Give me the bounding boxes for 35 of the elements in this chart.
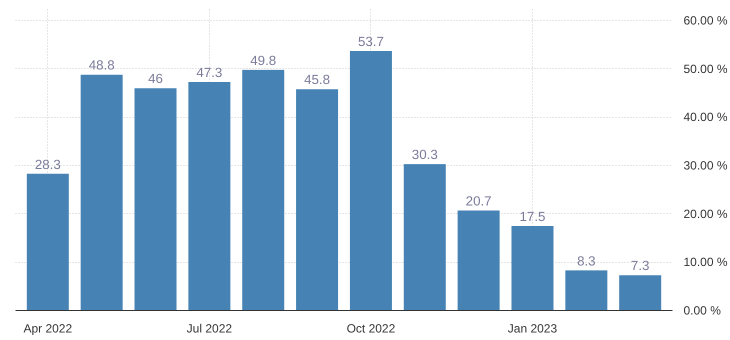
- x-tick-label: Oct 2022: [346, 322, 396, 336]
- bar: [26, 174, 69, 310]
- bar: [350, 51, 392, 310]
- bar: [242, 70, 284, 310]
- data-label: 8.3: [577, 253, 596, 268]
- x-tick-label: Jul 2022: [186, 322, 232, 336]
- y-tick-label: 0.00 %: [684, 304, 722, 318]
- bar: [188, 82, 230, 310]
- data-label: 46: [148, 71, 163, 86]
- y-tick-label: 40.00 %: [684, 110, 728, 124]
- data-label: 47.3: [196, 64, 222, 80]
- data-label: 17.5: [520, 208, 546, 224]
- data-label: 20.7: [466, 193, 492, 208]
- bar: [458, 210, 500, 310]
- y-tick-label: 30.00 %: [684, 158, 728, 173]
- bar: [296, 89, 338, 310]
- data-label: 53.7: [358, 34, 384, 50]
- data-label: 48.8: [88, 58, 115, 73]
- bar: [511, 226, 554, 310]
- y-tick-label: 60.00 %: [684, 14, 728, 28]
- y-tick-label: 50.00 %: [684, 62, 728, 76]
- bar: [80, 74, 123, 310]
- bar: [565, 270, 608, 310]
- data-label: 49.8: [250, 52, 276, 68]
- data-label: 7.3: [630, 258, 650, 274]
- y-tick-label: 20.00 %: [684, 206, 728, 221]
- data-label: 30.3: [412, 147, 438, 162]
- bar: [134, 88, 177, 310]
- bar: [404, 164, 446, 310]
- x-tick-label: Apr 2022: [23, 322, 72, 336]
- data-label: 28.3: [34, 156, 61, 172]
- x-tick-label: Jan 2023: [508, 322, 558, 336]
- data-label: 45.8: [304, 72, 330, 88]
- bar: [619, 275, 662, 310]
- y-tick-label: 10.00 %: [684, 255, 728, 270]
